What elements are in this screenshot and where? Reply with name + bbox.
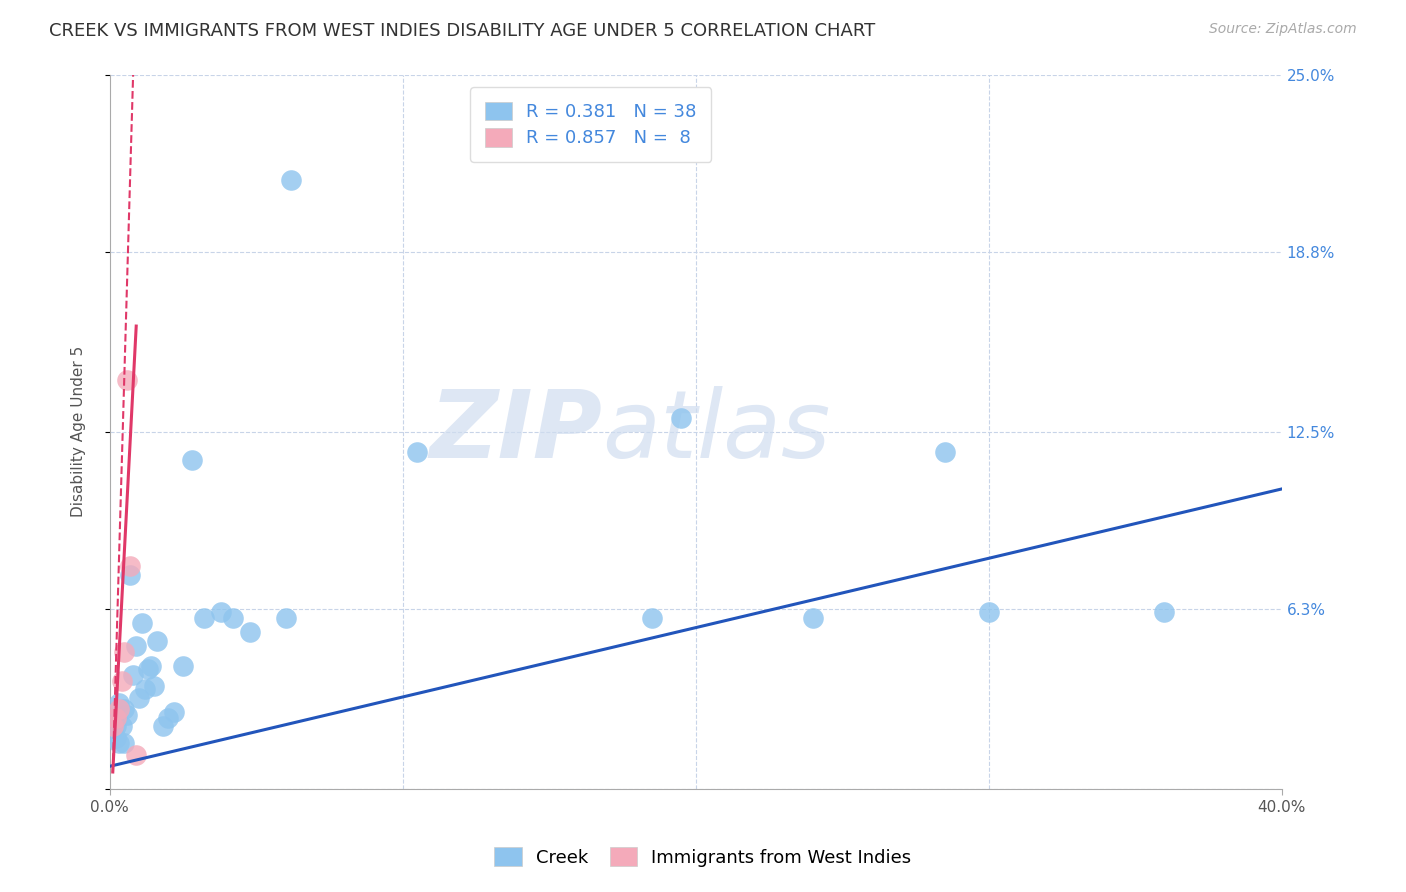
Point bbox=[114, 736, 136, 750]
Text: atlas: atlas bbox=[602, 386, 830, 477]
Point bbox=[152, 719, 174, 733]
Point bbox=[125, 639, 148, 653]
Point bbox=[934, 445, 956, 459]
Point bbox=[139, 659, 162, 673]
Point bbox=[104, 711, 127, 725]
Point bbox=[801, 610, 824, 624]
Point bbox=[180, 453, 202, 467]
Point bbox=[193, 610, 215, 624]
Point bbox=[145, 633, 167, 648]
Point bbox=[239, 624, 262, 639]
Point bbox=[104, 731, 127, 745]
Point bbox=[209, 605, 232, 619]
Point bbox=[120, 559, 142, 574]
Point bbox=[117, 707, 139, 722]
Point bbox=[157, 711, 180, 725]
Point bbox=[222, 610, 245, 624]
Point bbox=[274, 610, 297, 624]
Point bbox=[122, 668, 145, 682]
Point bbox=[406, 445, 429, 459]
Point bbox=[136, 662, 159, 676]
Point bbox=[1153, 605, 1175, 619]
Text: CREEK VS IMMIGRANTS FROM WEST INDIES DISABILITY AGE UNDER 5 CORRELATION CHART: CREEK VS IMMIGRANTS FROM WEST INDIES DIS… bbox=[49, 22, 876, 40]
Text: Source: ZipAtlas.com: Source: ZipAtlas.com bbox=[1209, 22, 1357, 37]
Point bbox=[110, 719, 132, 733]
Point bbox=[134, 682, 156, 697]
Y-axis label: Disability Age Under 5: Disability Age Under 5 bbox=[72, 346, 86, 517]
Legend: R = 0.381   N = 38, R = 0.857   N =  8: R = 0.381 N = 38, R = 0.857 N = 8 bbox=[471, 87, 711, 162]
Point bbox=[131, 616, 153, 631]
Point bbox=[107, 697, 129, 711]
Point bbox=[104, 719, 127, 733]
Point bbox=[107, 736, 129, 750]
Point bbox=[114, 702, 136, 716]
Point bbox=[641, 610, 664, 624]
Point bbox=[117, 373, 139, 387]
Point bbox=[107, 702, 129, 716]
Point bbox=[280, 173, 302, 187]
Point bbox=[101, 719, 124, 733]
Point bbox=[120, 567, 142, 582]
Point bbox=[977, 605, 1000, 619]
Point bbox=[163, 705, 186, 719]
Text: ZIP: ZIP bbox=[429, 386, 602, 478]
Point bbox=[669, 410, 692, 425]
Point bbox=[128, 690, 150, 705]
Legend: Creek, Immigrants from West Indies: Creek, Immigrants from West Indies bbox=[488, 840, 918, 874]
Point bbox=[101, 711, 124, 725]
Point bbox=[142, 679, 165, 693]
Point bbox=[110, 673, 132, 688]
Point bbox=[114, 645, 136, 659]
Point bbox=[172, 659, 194, 673]
Point bbox=[125, 747, 148, 762]
